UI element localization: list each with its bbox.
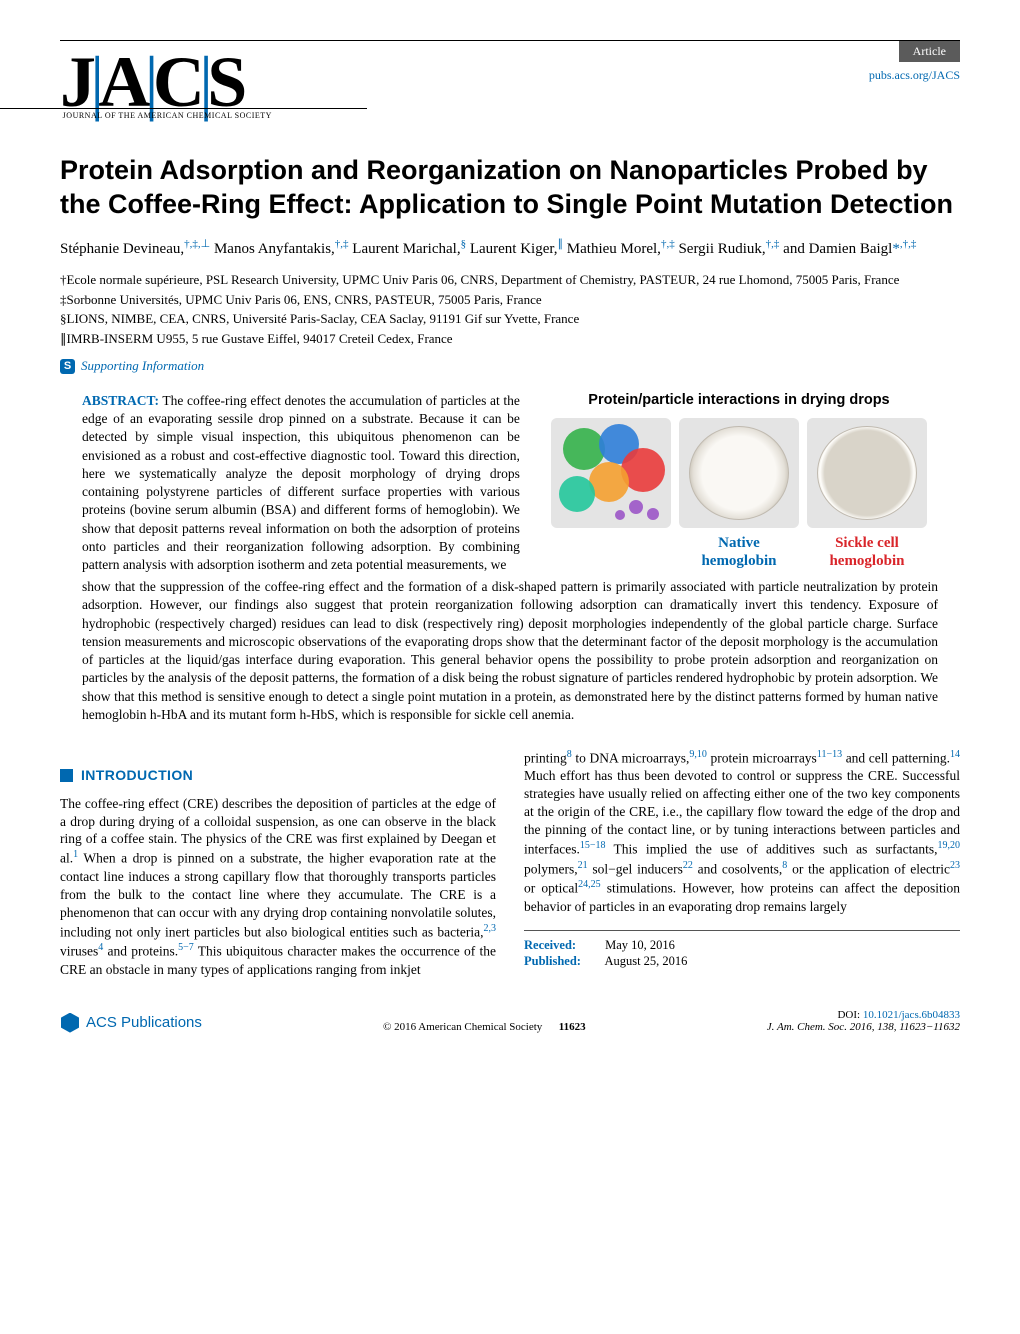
affiliation: ∥IMRB-INSERM U955, 5 rue Gustave Eiffel,…	[60, 329, 960, 349]
pubs-link[interactable]: pubs.acs.org/JACS	[869, 68, 960, 83]
figure-native-dish	[679, 418, 799, 528]
intro-paragraph-left: The coffee-ring effect (CRE) describes t…	[60, 795, 496, 979]
body-columns: INTRODUCTION The coffee-ring effect (CRE…	[60, 748, 960, 979]
figure-labels: Native hemoglobin Sickle cell hemoglobin	[540, 534, 938, 570]
affiliation: §LIONS, NIMBE, CEA, CNRS, Université Par…	[60, 309, 960, 329]
abstract-label: ABSTRACT:	[82, 393, 159, 408]
published-date: August 25, 2016	[604, 954, 687, 968]
figure-protein-illustration	[551, 418, 671, 528]
page-footer: ACS Publications © 2016 American Chemica…	[60, 1009, 960, 1033]
header: J|A|C|S JOURNAL OF THE AMERICAN CHEMICAL…	[60, 40, 960, 124]
journal-name: JOURNAL OF THE AMERICAN CHEMICAL SOCIETY	[0, 108, 367, 120]
section-title: INTRODUCTION	[81, 766, 193, 785]
received-label: Received:	[524, 937, 602, 954]
received-date: May 10, 2016	[605, 938, 675, 952]
abstract-figure: Protein/particle interactions in drying …	[540, 392, 938, 570]
doi-label: DOI:	[837, 1009, 862, 1021]
abstract-block: ABSTRACT: The coffee-ring effect denotes…	[60, 392, 960, 724]
sickle-label: Sickle cell hemoglobin	[807, 534, 927, 570]
received-box: Received: May 10, 2016 Published: August…	[524, 930, 960, 970]
section-square-icon	[60, 769, 73, 782]
published-label: Published:	[524, 953, 602, 970]
article-type-badge: Article	[899, 41, 960, 62]
acs-publications-logo: ACS Publications	[60, 1013, 202, 1033]
journal-logo: J|A|C|S JOURNAL OF THE AMERICAN CHEMICAL…	[60, 41, 367, 124]
native-label: Native hemoglobin	[679, 534, 799, 570]
header-right: Article pubs.acs.org/JACS	[869, 41, 960, 83]
disk-pattern-icon	[817, 426, 917, 520]
column-right: printing8 to DNA microarrays,9,10 protei…	[524, 748, 960, 979]
affiliation: †Ecole normale supérieure, PSL Research …	[60, 270, 960, 290]
intro-paragraph-right: printing8 to DNA microarrays,9,10 protei…	[524, 748, 960, 916]
s-badge-icon: S	[60, 359, 75, 374]
figure-sickle-dish	[807, 418, 927, 528]
ring-pattern-icon	[689, 426, 789, 520]
supporting-information-link[interactable]: S Supporting Information	[60, 358, 960, 374]
acs-publications-text: ACS Publications	[86, 1014, 202, 1031]
footer-right: DOI: 10.1021/jacs.6b04833 J. Am. Chem. S…	[767, 1009, 960, 1033]
abstract-left-body: The coffee-ring effect denotes the accum…	[82, 393, 520, 572]
figure-row	[540, 418, 938, 528]
copyright-text: © 2016 American Chemical Society	[383, 1021, 542, 1033]
section-heading-bar: INTRODUCTION	[60, 766, 496, 785]
column-left: INTRODUCTION The coffee-ring effect (CRE…	[60, 748, 496, 979]
figure-title: Protein/particle interactions in drying …	[540, 392, 938, 408]
affiliation: ‡Sorbonne Universités, UPMC Univ Paris 0…	[60, 290, 960, 310]
abstract-continuation: show that the suppression of the coffee-…	[82, 578, 938, 724]
page-number: 11623	[559, 1021, 586, 1033]
doi-link[interactable]: 10.1021/jacs.6b04833	[863, 1009, 960, 1021]
footer-center: © 2016 American Chemical Society 11623	[383, 1021, 586, 1033]
acs-badge-icon	[60, 1013, 80, 1033]
affiliations: †Ecole normale supérieure, PSL Research …	[60, 270, 960, 348]
article-title: Protein Adsorption and Reorganization on…	[60, 154, 960, 222]
supporting-info-label: Supporting Information	[81, 358, 204, 374]
citation-text: J. Am. Chem. Soc. 2016, 138, 11623−11632	[767, 1021, 960, 1033]
figure-label-spacer	[551, 534, 671, 570]
abstract-left-text: ABSTRACT: The coffee-ring effect denotes…	[82, 392, 520, 574]
authors-list: Stéphanie Devineau,†,‡,⊥ Manos Anyfantak…	[60, 236, 960, 261]
